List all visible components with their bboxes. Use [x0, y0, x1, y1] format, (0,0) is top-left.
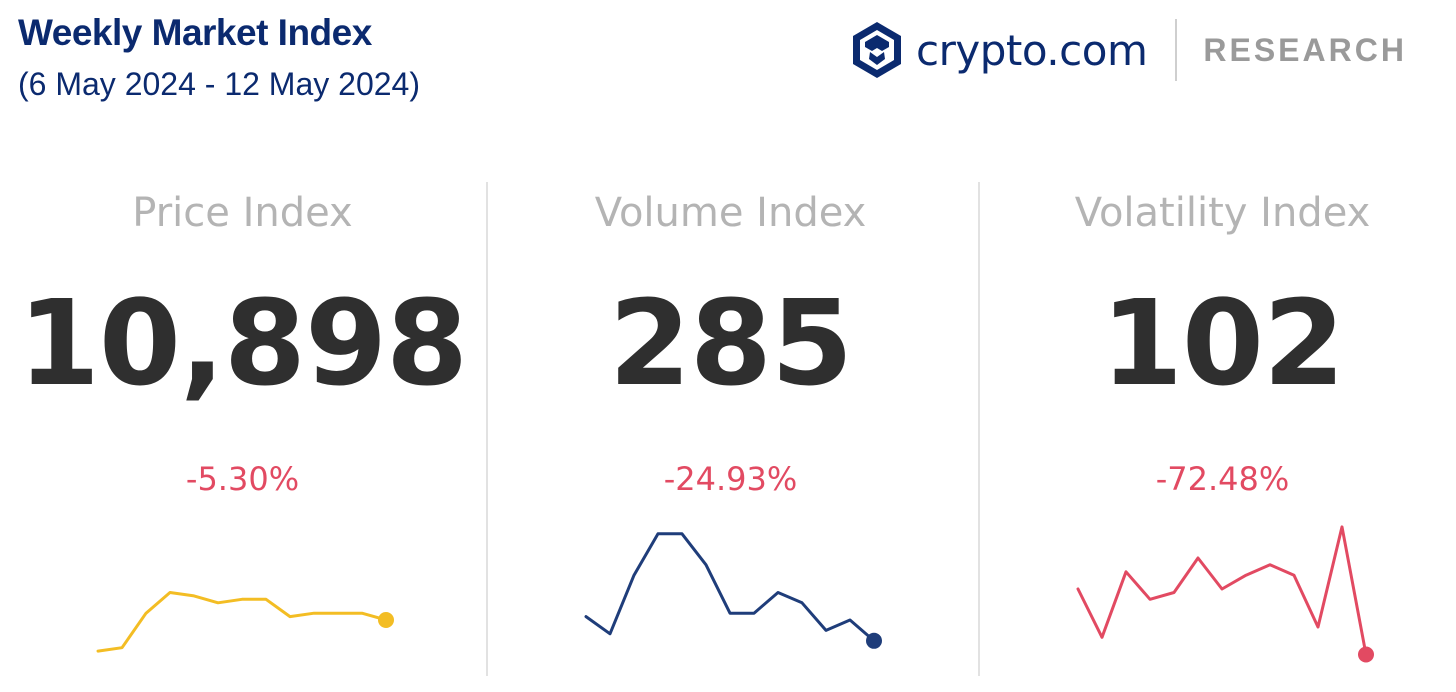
- brand-name: crypto.com: [916, 25, 1148, 75]
- price-sparkline: [96, 591, 394, 653]
- volatility-sparkline: [1076, 525, 1374, 663]
- panel-value: 285: [608, 274, 853, 412]
- series-line: [584, 532, 876, 643]
- panel-label: Volume Index: [594, 190, 867, 236]
- series-line: [1076, 525, 1368, 656]
- panel-change: -24.93%: [663, 460, 798, 498]
- panel-divider: [486, 182, 488, 676]
- last-point-marker: [866, 632, 882, 649]
- panel-label: Price Index: [132, 190, 353, 236]
- crypto-com-lion-shield-icon: [853, 22, 901, 78]
- date-range: (6 May 2024 - 12 May 2024): [18, 66, 420, 102]
- brand-separator: [1175, 19, 1178, 81]
- panel-change: -5.30%: [185, 460, 300, 498]
- price-index-panel: Price Index 10,898 -5.30%: [0, 182, 485, 676]
- page-title: Weekly Market Index: [18, 12, 372, 53]
- panel-value: 10,898: [17, 274, 468, 412]
- panel-label: Volatility Index: [1074, 190, 1371, 236]
- panel-divider: [978, 182, 980, 676]
- brand-section: RESEARCH: [1203, 31, 1407, 68]
- last-point-marker: [1358, 646, 1374, 663]
- panel-change: -72.48%: [1155, 460, 1290, 498]
- last-point-marker: [378, 612, 394, 628]
- volume-sparkline: [584, 532, 882, 649]
- panel-value: 102: [1100, 274, 1345, 412]
- volatility-index-panel: Volatility Index 102 -72.48%: [980, 182, 1456, 676]
- volume-index-panel: Volume Index 285 -24.93%: [488, 182, 973, 676]
- series-line: [96, 591, 388, 653]
- brand-block: crypto.com RESEARCH: [852, 18, 1407, 82]
